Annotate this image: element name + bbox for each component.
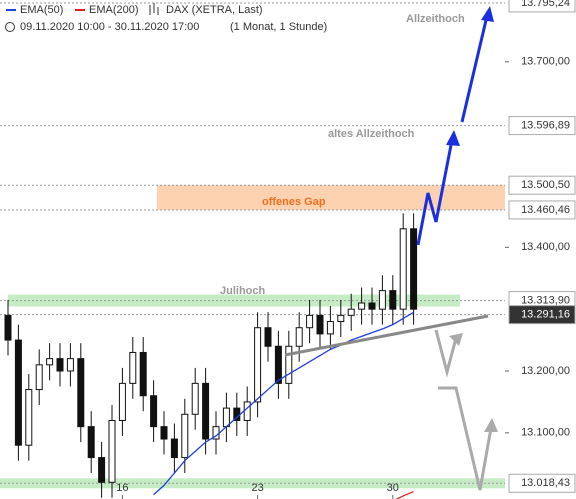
trend-line [284, 314, 489, 357]
candle-body [129, 351, 137, 384]
candle-body [410, 228, 418, 310]
y-tick-label: 13.400,00 [521, 241, 570, 253]
level-box [508, 0, 576, 13]
arrow-head [481, 6, 494, 22]
clock-icon [5, 22, 15, 32]
candle-body [46, 358, 54, 366]
candle-body [274, 345, 282, 384]
candle-body [399, 228, 407, 310]
level-label: 13.460,46 [521, 204, 570, 216]
candle-body [378, 290, 386, 310]
candle-body [118, 382, 126, 421]
projection [416, 139, 454, 246]
candle-body [243, 401, 251, 421]
candle-body [347, 308, 355, 316]
legend-label: EMA(50) [20, 4, 63, 16]
y-tick-label: 13.700,00 [521, 56, 570, 68]
annotation: offenes Gap [262, 196, 326, 208]
legend-label: EMA(200) [89, 4, 139, 16]
annotation: altes Allzeithoch [328, 128, 415, 140]
level-label: 13.313,90 [521, 294, 570, 306]
level-label: 13.018,43 [521, 477, 570, 489]
candle-body [306, 314, 314, 329]
annotation: Julihoch [220, 285, 266, 297]
arrow-head [446, 130, 460, 146]
x-tick-label: 23 [251, 482, 263, 494]
annotation: Allzeithoch [406, 13, 465, 25]
arrow-head [449, 333, 463, 346]
ema-line [395, 490, 414, 499]
resolution: (1 Monat, 1 Stunde) [230, 21, 327, 33]
drawing [284, 6, 498, 491]
level-box [508, 175, 576, 195]
candle-body [25, 389, 33, 446]
instrument: DAX (XETRA, Last) [166, 4, 263, 16]
candle-body [368, 302, 376, 310]
level-box [508, 305, 576, 325]
candle-body [202, 382, 210, 440]
projection [434, 329, 458, 378]
candle-body [285, 345, 293, 384]
candle-body [254, 327, 262, 403]
candle-body [56, 358, 64, 372]
candle-body [222, 407, 230, 428]
level-label: 13.291,16 [521, 309, 570, 321]
candle-body [87, 426, 95, 459]
candle-body [389, 290, 397, 310]
projection [438, 386, 493, 491]
candle-body [170, 438, 178, 459]
level-box [508, 473, 576, 493]
candle-body [108, 419, 116, 483]
candle-body [139, 351, 147, 397]
candle-body [326, 321, 334, 335]
level-box [508, 116, 576, 136]
gap-zone [157, 185, 505, 210]
candle-body [264, 327, 272, 347]
candle-body [358, 302, 366, 310]
level-label: 13.596,89 [521, 119, 570, 131]
candle-body [4, 314, 12, 341]
candle-body [191, 382, 199, 415]
candle-body [160, 426, 168, 440]
level-label: 13.795,24 [521, 0, 570, 9]
candle-body [35, 364, 43, 391]
projection [460, 15, 489, 123]
candle-body [295, 327, 303, 347]
y-tick-label: 13.100,00 [521, 427, 570, 439]
candle-body [150, 395, 158, 428]
candle-body [337, 314, 345, 323]
candle-body [77, 358, 85, 428]
candle-body [181, 413, 189, 459]
candle-body [66, 358, 74, 372]
x-tick-label: 30 [387, 482, 399, 494]
candle-body [98, 457, 106, 483]
level-label: 13.500,50 [521, 179, 570, 191]
level-box [508, 200, 576, 220]
x-tick-label: 16 [116, 482, 128, 494]
ema-line [153, 311, 414, 496]
y-tick-label: 13.200,00 [521, 365, 570, 377]
period: 09.11.2020 10:00 - 30.11.2020 17:00 [20, 21, 199, 33]
candle-body [316, 314, 324, 335]
legend-icon [149, 3, 159, 15]
candle-body [14, 339, 22, 446]
arrow-head [484, 418, 498, 432]
